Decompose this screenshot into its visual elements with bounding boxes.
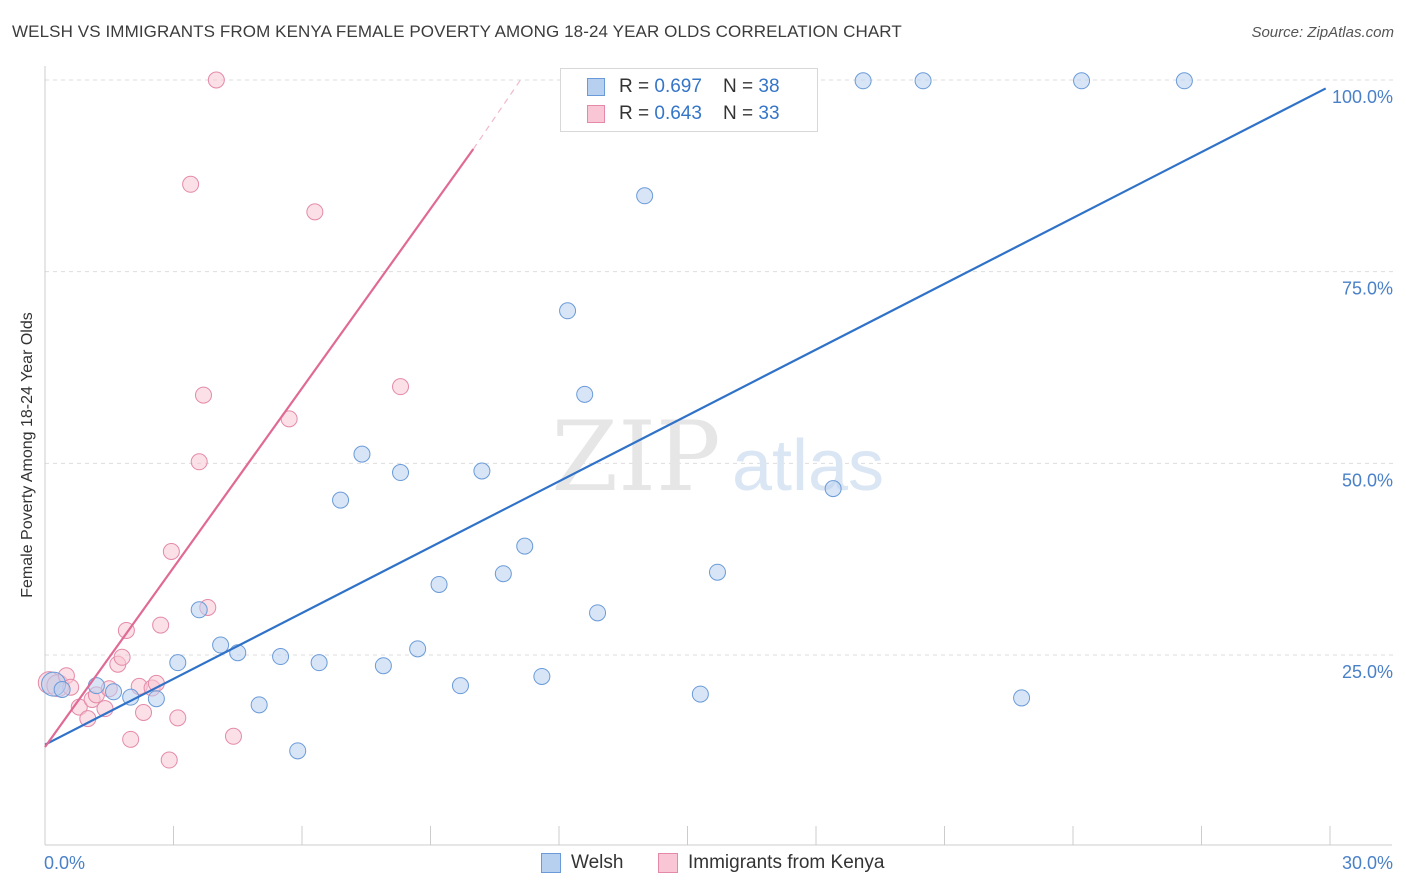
trend-lines	[44, 79, 1327, 748]
welsh-n-label: N =	[723, 76, 759, 97]
kenya-point	[194, 386, 212, 404]
correlation-legend: R = 0.697 N = 38 R = 0.643 N = 33	[560, 68, 818, 132]
welsh-point	[409, 640, 427, 658]
kenya-trend-extension	[472, 79, 521, 150]
chart-title: WELSH VS IMMIGRANTS FROM KENYA FEMALE PO…	[12, 22, 902, 41]
kenya-point	[190, 453, 208, 471]
axes	[44, 66, 1392, 846]
kenya-point	[113, 648, 131, 666]
source-credit: Source: ZipAtlas.com	[1251, 24, 1394, 41]
kenya-point	[182, 175, 200, 193]
welsh-swatch	[587, 78, 605, 96]
welsh-point	[494, 565, 512, 583]
kenya-point	[135, 704, 153, 721]
kenya-n-label: N =	[723, 103, 759, 124]
x-tick-label: 0.0%	[44, 853, 85, 873]
welsh-r-label: R =	[619, 76, 655, 97]
welsh-trend-line	[44, 87, 1327, 746]
kenya-point	[224, 727, 242, 745]
y-tick-label: 100.0%	[1332, 87, 1393, 107]
welsh-point	[1073, 72, 1091, 90]
welsh-point	[533, 667, 551, 685]
welsh-point	[516, 537, 534, 555]
series-legend: Welsh Immigrants from Kenya	[0, 852, 1406, 878]
x-tick-label: 30.0%	[1342, 853, 1393, 873]
welsh-point	[147, 690, 165, 708]
welsh-point	[576, 385, 594, 403]
kenya-point	[122, 730, 140, 748]
welsh-point	[1013, 689, 1031, 707]
watermark: ZIP atlas	[551, 401, 884, 513]
kenya-point	[392, 378, 410, 396]
series-welsh-points	[41, 72, 1193, 760]
welsh-point	[451, 677, 469, 695]
y-tick-label: 50.0%	[1342, 470, 1393, 490]
watermark-zip: ZIP	[551, 401, 720, 513]
kenya-n-value: 33	[758, 103, 780, 124]
welsh-point	[250, 696, 268, 714]
kenya-point	[147, 674, 165, 692]
kenya-trend-line	[44, 148, 475, 748]
welsh-point	[824, 480, 842, 498]
legend-welsh-swatch	[541, 853, 561, 873]
legend-welsh-label: Welsh	[571, 852, 624, 873]
welsh-point	[430, 575, 448, 593]
legend-kenya-swatch	[658, 853, 678, 873]
kenya-r-label: R =	[619, 103, 655, 124]
welsh-point	[310, 654, 328, 672]
welsh-point	[53, 681, 71, 698]
welsh-point	[169, 654, 187, 672]
y-tick-label: 75.0%	[1342, 279, 1393, 299]
kenya-swatch	[587, 105, 605, 123]
kenya-point	[207, 71, 225, 89]
welsh-point	[1175, 72, 1193, 90]
welsh-point	[636, 187, 654, 205]
kenya-point	[160, 751, 178, 769]
legend-kenya-label: Immigrants from Kenya	[688, 852, 885, 873]
series-kenya-points	[37, 71, 410, 769]
welsh-point	[353, 445, 371, 463]
welsh-point	[392, 464, 410, 482]
welsh-point	[473, 462, 491, 480]
welsh-point	[332, 491, 350, 509]
legend-item-kenya[interactable]: Immigrants from Kenya	[658, 852, 884, 874]
welsh-point	[708, 563, 726, 581]
welsh-point	[559, 302, 577, 320]
welsh-n-value: 38	[758, 76, 780, 97]
welsh-r-value: 0.697	[654, 76, 702, 97]
kenya-point	[162, 543, 180, 560]
kenya-r-value: 0.643	[654, 103, 702, 124]
welsh-point	[105, 683, 123, 701]
legend-item-welsh[interactable]: Welsh	[541, 852, 623, 874]
watermark-atlas: atlas	[732, 426, 884, 506]
welsh-point	[589, 604, 607, 622]
y-tick-label: 25.0%	[1342, 662, 1393, 682]
tick-labels: 25.0% 50.0% 75.0% 100.0% 0.0% 30.0%	[44, 87, 1393, 873]
kenya-point	[152, 616, 170, 634]
kenya-point	[79, 710, 97, 728]
welsh-point	[691, 685, 709, 703]
welsh-point	[87, 677, 105, 695]
welsh-point	[289, 742, 307, 760]
welsh-point	[914, 72, 932, 90]
welsh-point	[272, 648, 290, 666]
welsh-point	[374, 657, 392, 675]
kenya-point	[169, 709, 187, 727]
welsh-point	[212, 636, 230, 654]
welsh-point	[854, 72, 872, 90]
welsh-point	[190, 601, 208, 619]
kenya-point	[306, 203, 324, 221]
